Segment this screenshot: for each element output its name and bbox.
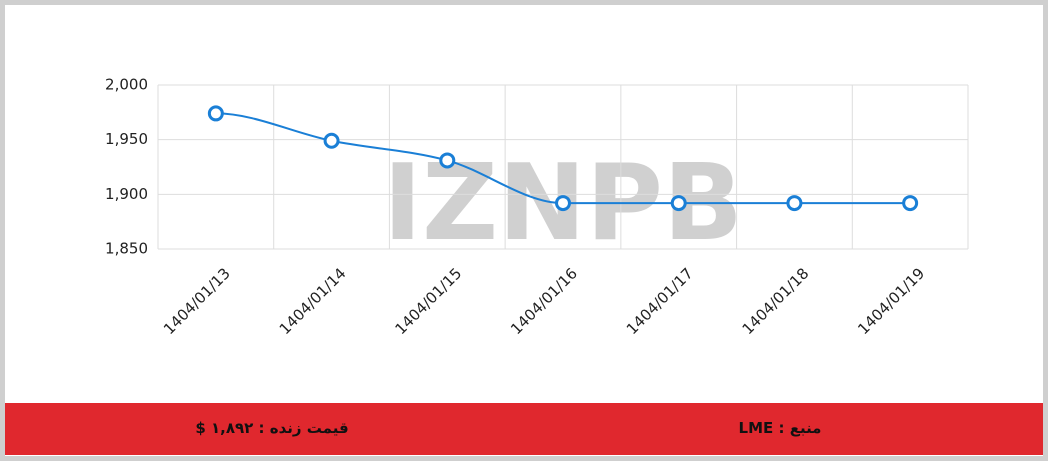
point xyxy=(555,195,571,212)
x-tick-label: 1404/01/18 xyxy=(739,264,813,338)
y-tick-label: 2,000 xyxy=(105,76,148,94)
panel: IZNPB 1,850 1,900 1,950 2,000 1404/01/13 1404/… xyxy=(5,5,1043,456)
x-tick-label: 1404/01/13 xyxy=(160,264,234,338)
y-tick-label: 1,900 xyxy=(105,185,148,203)
x-tick-label: 1404/01/16 xyxy=(507,264,581,338)
y-tick-label: 1,850 xyxy=(105,240,148,258)
point xyxy=(670,195,687,212)
footer-bar: قیمت زنده : ۱,۸۹۲ $ منبع : LME xyxy=(5,403,1043,455)
x-tick-label: 1404/01/14 xyxy=(276,264,350,338)
x-tick-label: 1404/01/19 xyxy=(854,264,928,338)
point xyxy=(439,152,456,169)
x-tick-label: 1404/01/15 xyxy=(391,264,465,338)
x-tick-label: 1404/01/17 xyxy=(623,264,697,338)
live-price: قیمت زنده : ۱,۸۹۲ $ xyxy=(195,419,349,437)
point xyxy=(902,195,919,212)
y-tick-label: 1,950 xyxy=(105,130,148,148)
source: منبع : LME xyxy=(738,419,822,437)
point xyxy=(207,105,224,122)
point xyxy=(323,132,340,149)
point xyxy=(786,195,803,212)
